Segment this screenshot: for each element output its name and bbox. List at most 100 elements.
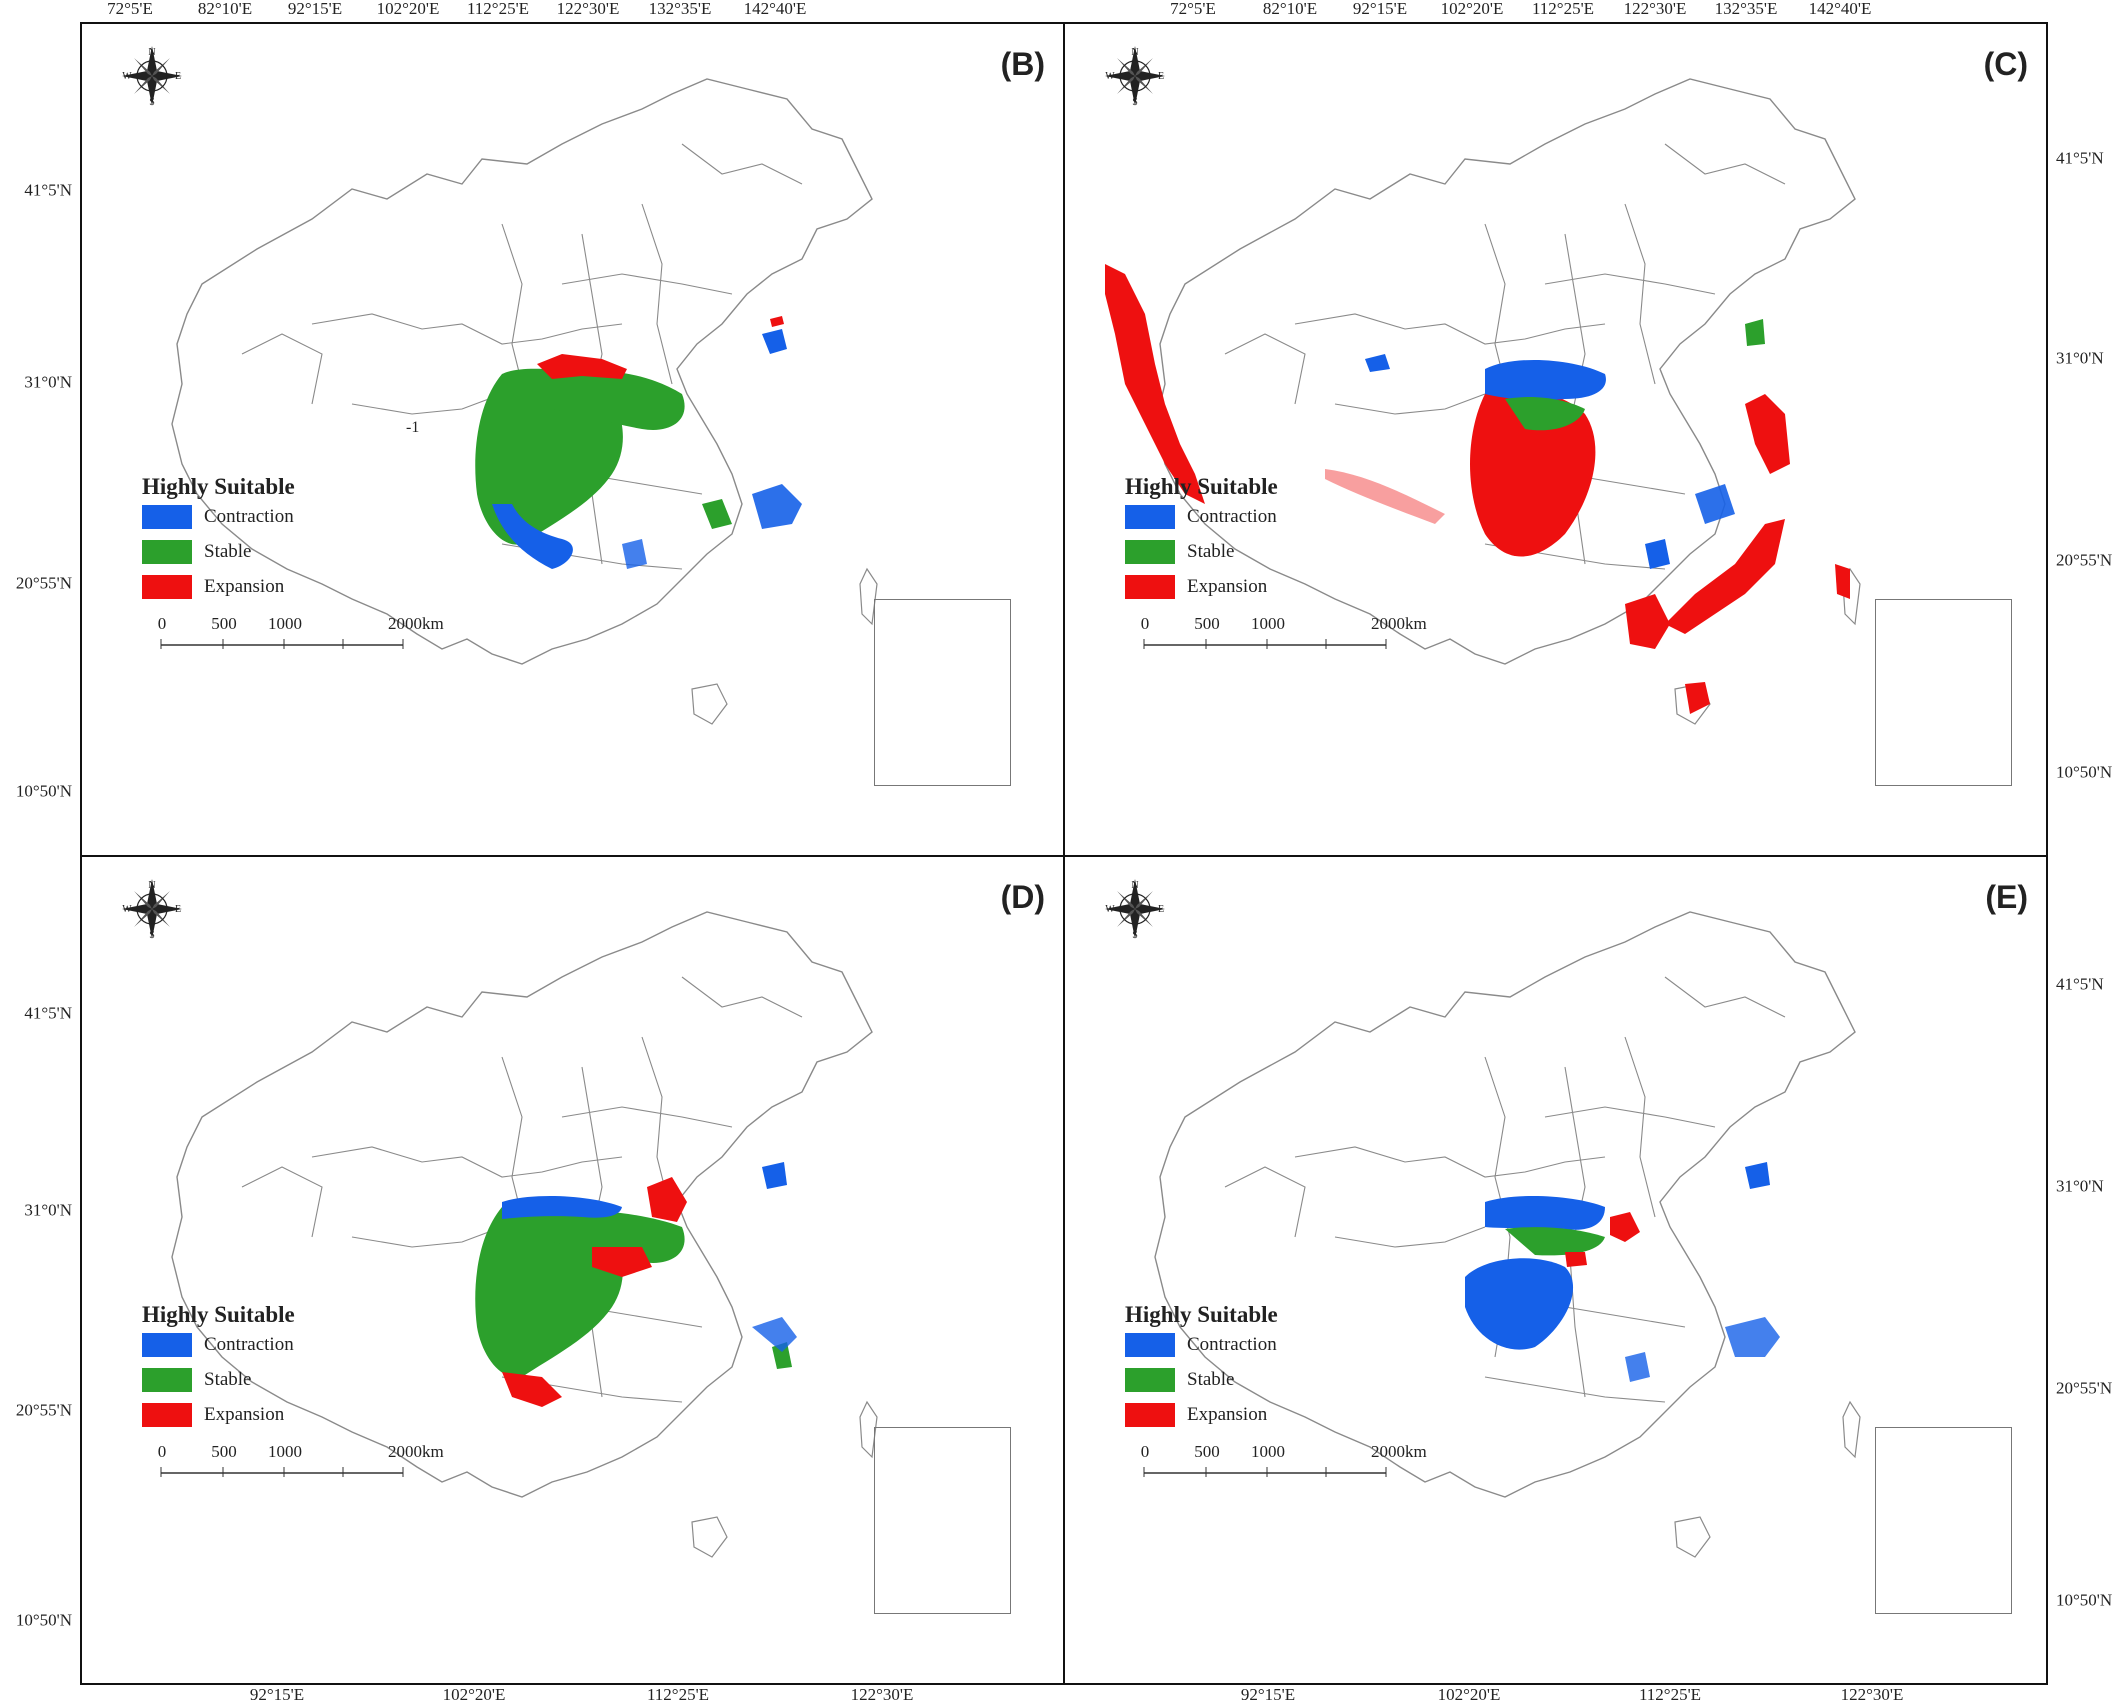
lat-label: 41°5'N (24, 1003, 72, 1023)
scale-tick: 500 (211, 614, 237, 633)
compass-icon: N S W E (1105, 879, 1165, 939)
legend-title: Highly Suitable (142, 474, 295, 499)
top-axis-label-left: 92°15'E (287, 0, 343, 18)
bottom-axis-label: 102°20'E (442, 1685, 506, 1704)
contraction-area (1365, 354, 1735, 569)
lat-label: 41°5'N (2056, 974, 2104, 994)
top-axis-label-left: 112°25'E (466, 0, 530, 18)
legend-item-expansion: Expansion (142, 574, 284, 600)
lat-label: 10°50'N (15, 1610, 72, 1630)
legend-item-expansion: Expansion (1125, 574, 1267, 600)
legend-swatch (1125, 1403, 1175, 1427)
compass-icon: N S W E (1105, 46, 1165, 106)
scale-tick: 1000 (1251, 1442, 1285, 1461)
compass-label: E (175, 904, 181, 915)
legend-item-stable: Stable (142, 1367, 252, 1393)
south-china-sea-inset (874, 599, 1011, 786)
contraction-area (502, 1162, 797, 1352)
scale-tick: 1000 (268, 1442, 302, 1461)
legend-label: Expansion (204, 1404, 285, 1425)
bottom-axis-label: 112°25'E (646, 1685, 710, 1704)
lat-label: 10°50'N (2056, 1590, 2113, 1610)
panel-letter: (C) (1983, 46, 2028, 82)
legend-label: Stable (204, 541, 252, 562)
lat-label: 31°0'N (2056, 1176, 2104, 1196)
china-map (171, 911, 878, 1558)
map-panel-c: N S W E (C) Highly Suitable Contraction Sta… (1063, 22, 2048, 857)
legend-swatch (142, 505, 192, 529)
lat-label: 10°50'N (2056, 762, 2113, 782)
legend-swatch (142, 1368, 192, 1392)
legend-label: Expansion (1187, 576, 1268, 597)
bottom-axis-label: 122°30'E (1840, 1685, 1904, 1704)
legend-item-contraction: Contraction (142, 1332, 294, 1358)
legend-swatch (142, 575, 192, 599)
top-axis-label-left: 72°5'E (107, 0, 153, 18)
scale-tick: 2000 (1371, 1442, 1405, 1461)
scale-unit: km (1405, 614, 1427, 633)
legend-swatch (1125, 505, 1175, 529)
stray-label: -1 (406, 419, 420, 436)
top-axis-label-right: 72°5'E (1170, 0, 1216, 18)
legend-label: Expansion (1187, 1404, 1268, 1425)
top-axis-label-left: 142°40'E (743, 0, 807, 18)
expansion-area (1565, 1212, 1640, 1267)
lat-label: 41°5'N (24, 180, 72, 200)
panel-letter: (E) (1985, 879, 2028, 915)
compass-label: N (1131, 47, 1138, 58)
expansion-area (502, 1177, 687, 1407)
lat-label: 10°50'N (15, 781, 72, 801)
legend-item-contraction: Contraction (1125, 504, 1277, 530)
legend-item-stable: Stable (142, 539, 252, 565)
compass-icon: N S W E (122, 879, 182, 939)
top-axis-label-left: 122°30'E (556, 0, 620, 18)
stable-area (1505, 319, 1765, 431)
legend-label: Stable (1187, 541, 1235, 562)
lat-label: 20°55'N (2056, 1378, 2113, 1398)
legend-label: Expansion (204, 576, 285, 597)
panel-letter: (D) (1000, 879, 1045, 915)
lat-label: 20°55'N (15, 1400, 72, 1420)
expansion-area (537, 316, 784, 379)
china-map (1154, 911, 1861, 1558)
legend-swatch (1125, 1368, 1175, 1392)
scale-tick: 2000 (388, 1442, 422, 1461)
contraction-area (492, 329, 802, 569)
scale-tick: 0 (1140, 1442, 1150, 1461)
compass-label: E (175, 71, 181, 82)
compass-label: W (122, 71, 132, 82)
compass-label: W (1105, 904, 1115, 915)
bottom-axis-label: 92°15'E (249, 1685, 305, 1704)
top-axis-label-right: 102°20'E (1440, 0, 1504, 18)
lat-label: 31°0'N (24, 372, 72, 392)
top-axis-label-left: 132°35'E (648, 0, 712, 18)
compass-label: N (1131, 880, 1138, 891)
top-axis-label-left: 102°20'E (376, 0, 440, 18)
top-axis-label-right: 142°40'E (1808, 0, 1872, 18)
top-axis-label-right: 92°15'E (1352, 0, 1408, 18)
legend-item-expansion: Expansion (1125, 1402, 1267, 1428)
compass-label: W (1105, 71, 1115, 82)
lat-label: 31°0'N (2056, 348, 2104, 368)
top-axis-label-right: 82°10'E (1262, 0, 1318, 18)
legend-item-expansion: Expansion (142, 1402, 284, 1428)
legend-item-stable: Stable (1125, 1367, 1235, 1393)
map-panel-e: N S W E (E) Highly Suitable Contraction Sta… (1063, 855, 2048, 1685)
scale-tick: 1000 (268, 614, 302, 633)
legend-label: Contraction (1187, 506, 1277, 527)
china-map (171, 78, 878, 725)
legend-label: Contraction (204, 1334, 294, 1355)
legend-swatch (142, 1333, 192, 1357)
compass-label: W (122, 904, 132, 915)
panel-letter: (B) (1000, 46, 1045, 82)
bottom-axis-label: 122°30'E (850, 1685, 914, 1704)
scale-tick: 0 (1140, 614, 1150, 633)
scale-tick: 2000 (388, 614, 422, 633)
lat-label: 41°5'N (2056, 148, 2104, 168)
south-china-sea-inset (1875, 1427, 2012, 1614)
legend-title: Highly Suitable (142, 1302, 295, 1327)
scale-tick: 0 (157, 1442, 167, 1461)
lat-label: 20°55'N (15, 573, 72, 593)
bottom-axis-label: 112°25'E (1638, 1685, 1702, 1704)
